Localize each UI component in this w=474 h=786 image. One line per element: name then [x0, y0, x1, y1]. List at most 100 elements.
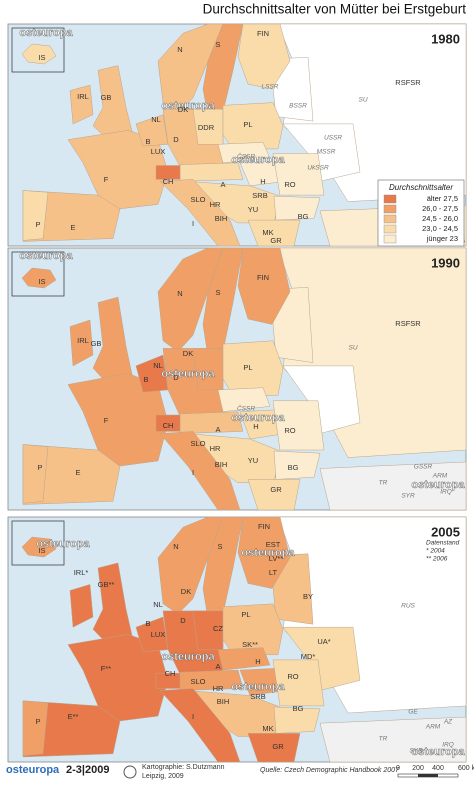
scale-bar-seg: [418, 774, 438, 777]
country-area: [155, 414, 181, 432]
country-area: [237, 516, 291, 589]
country-label: NL: [151, 115, 161, 124]
country-label: HR: [213, 684, 224, 693]
country-label: NL: [153, 600, 163, 609]
inset-frame: [11, 27, 65, 73]
country-label: RO: [287, 672, 298, 681]
country-label: DK: [178, 105, 188, 114]
year-label: 2005: [431, 524, 460, 539]
country-area: [247, 733, 301, 763]
inset-frame: [11, 520, 65, 566]
country-label: AZ: [443, 719, 453, 726]
country-label: SU: [348, 345, 357, 352]
country-area: [22, 444, 49, 504]
country-label: F: [104, 416, 109, 425]
map-panel: osteuropaosteuropaosteuropaosteuropaISNS…: [7, 23, 467, 247]
country-label: N: [177, 289, 182, 298]
country-label: LSSR: [262, 84, 279, 91]
country-label: GE: [408, 709, 418, 716]
country-label: IRQ: [440, 489, 452, 496]
country-area: [319, 461, 467, 511]
country-label: RO: [284, 426, 295, 435]
country-label: N: [173, 542, 178, 551]
legend-swatch: [383, 204, 397, 214]
country-label: NL: [153, 361, 163, 370]
watermark: osteuropa: [231, 412, 285, 424]
footer-issue: 2-3|2009: [66, 764, 109, 776]
country-area: [273, 706, 321, 734]
legend-item: 24,5 - 26,0: [422, 214, 458, 223]
country-label: F**: [101, 664, 112, 673]
country-label: IRL*: [74, 568, 89, 577]
watermark: osteuropa: [19, 27, 73, 39]
country-label: BY: [303, 592, 313, 601]
watermark: osteuropa: [161, 651, 215, 663]
legend-item: 23,0 - 24,5: [422, 224, 458, 233]
country-label: BG: [288, 463, 299, 472]
country-label: SK**: [242, 640, 258, 649]
country-label: BSSR: [289, 103, 307, 110]
country-label: A: [220, 180, 225, 189]
scale-label: 0: [396, 765, 400, 772]
scale-label: 400: [432, 765, 444, 772]
country-label: EST: [266, 540, 281, 549]
country-label: IRL: [77, 92, 89, 101]
country-area: [282, 365, 361, 434]
country-label: LUX: [151, 147, 166, 156]
country-label: S: [217, 542, 222, 551]
country-label: RUS: [401, 603, 415, 610]
country-label: SRB: [250, 692, 265, 701]
country-label: I: [192, 219, 194, 228]
country-label: S: [215, 40, 220, 49]
country-label: MD*: [301, 652, 316, 661]
watermark: osteuropa: [411, 479, 465, 491]
year-label: 1980: [431, 31, 460, 46]
country-label: DK: [183, 349, 193, 358]
country-label: E: [70, 223, 75, 232]
country-label: SLO: [190, 439, 205, 448]
country-label: SYR: [409, 748, 423, 755]
legend-title: Durchschnittsalter: [389, 183, 453, 192]
country-label: RO: [284, 180, 295, 189]
country-label: TR: [379, 736, 388, 743]
legend-item: älter 27,5: [427, 194, 458, 203]
country-label: IRQ: [442, 742, 454, 749]
country-label: PL: [243, 120, 252, 129]
country-label: BIH: [215, 460, 228, 469]
country-label: E: [75, 468, 80, 477]
watermark: osteuropa: [231, 154, 285, 166]
legend-swatch: [383, 234, 397, 244]
legend-item: jünger 23: [426, 234, 458, 243]
country-label: PL: [243, 363, 252, 372]
country-label: LUX: [151, 630, 166, 639]
country-label: FIN: [257, 29, 269, 38]
data-note: ** 2006: [426, 556, 448, 563]
country-area: [282, 626, 361, 691]
country-area: [69, 584, 94, 628]
country-label: H: [255, 657, 260, 666]
country-label: B: [143, 375, 148, 384]
country-label: HR: [210, 444, 221, 453]
country-label: GR: [272, 742, 284, 751]
country-label: N: [177, 45, 182, 54]
country-area: [22, 700, 49, 757]
country-label: CH: [163, 177, 174, 186]
legend-swatch: [383, 224, 397, 234]
watermark: osteuropa: [411, 746, 465, 758]
country-label: GR: [270, 485, 282, 494]
country-label: UA*: [317, 637, 330, 646]
country-area: [69, 319, 94, 367]
data-note: * 2004: [426, 548, 445, 555]
country-label: P: [37, 463, 42, 472]
watermark: osteuropa: [241, 547, 295, 559]
country-area: [273, 450, 321, 480]
country-area: [202, 23, 244, 117]
country-label: GB**: [98, 580, 115, 589]
country-area: [159, 179, 241, 247]
country-label: ČSSR: [237, 152, 255, 161]
page-title: Durchschnittsalter von Mütter bei Erstge…: [203, 2, 467, 17]
country-area: [273, 195, 321, 221]
